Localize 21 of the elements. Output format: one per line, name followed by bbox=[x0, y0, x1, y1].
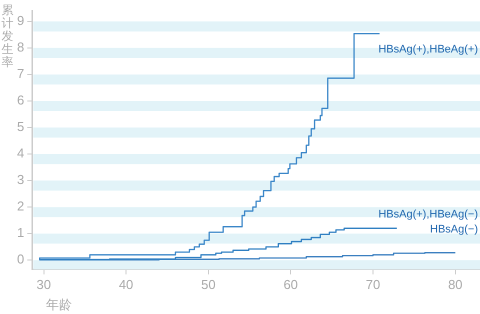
series-label: HBsAg(+),HBeAg(+) bbox=[378, 44, 478, 56]
series-label: HBsAg(+),HBeAg(−) bbox=[378, 208, 478, 220]
x-tick-label: 40 bbox=[118, 276, 134, 292]
y-tick-label: 7 bbox=[16, 66, 24, 82]
y-tick-label: 6 bbox=[16, 92, 24, 108]
x-tick-label: 30 bbox=[36, 276, 51, 292]
y-tick-label: 1 bbox=[16, 225, 24, 240]
y-tick-label: 3 bbox=[16, 172, 24, 188]
x-tick-label: 70 bbox=[366, 276, 380, 292]
x-axis-title: 年龄 bbox=[46, 296, 72, 314]
y-tick-label: 2 bbox=[16, 198, 24, 214]
y-tick-label: 0 bbox=[16, 252, 24, 267]
y-tick-label: 9 bbox=[16, 12, 24, 28]
series-label: HBsAg(−) bbox=[430, 224, 478, 236]
y-axis-title: 累计发生率 bbox=[1, 3, 14, 69]
y-tick-label: 8 bbox=[16, 40, 24, 55]
x-tick-label: 80 bbox=[448, 276, 463, 292]
y-tick-label: 4 bbox=[16, 146, 24, 161]
x-tick-label: 60 bbox=[283, 276, 298, 292]
x-tick-label: 50 bbox=[201, 276, 216, 292]
y-tick-label: 5 bbox=[16, 119, 24, 134]
